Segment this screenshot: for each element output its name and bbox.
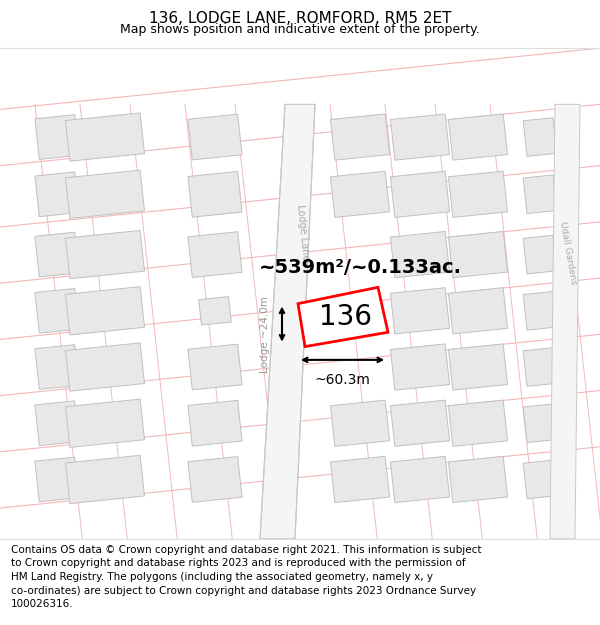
Polygon shape (65, 456, 145, 504)
Polygon shape (188, 232, 242, 278)
Text: Map shows position and indicative extent of the property.: Map shows position and indicative extent… (120, 23, 480, 36)
Text: Lodge Lane: Lodge Lane (295, 204, 311, 261)
Polygon shape (65, 113, 145, 161)
Text: Lodge ~24.0m: Lodge ~24.0m (260, 296, 270, 372)
Text: ~60.3m: ~60.3m (314, 373, 370, 387)
Polygon shape (448, 114, 508, 160)
Polygon shape (448, 231, 508, 278)
Polygon shape (199, 297, 232, 325)
Polygon shape (523, 235, 557, 274)
Polygon shape (448, 288, 508, 334)
Polygon shape (523, 404, 557, 442)
Polygon shape (391, 344, 449, 390)
Polygon shape (391, 456, 449, 503)
Polygon shape (65, 343, 145, 391)
Polygon shape (391, 400, 449, 446)
Polygon shape (65, 231, 145, 279)
Polygon shape (331, 400, 389, 446)
Polygon shape (448, 344, 508, 390)
Polygon shape (331, 456, 389, 503)
Polygon shape (65, 287, 145, 335)
Polygon shape (65, 399, 145, 448)
Polygon shape (260, 104, 315, 539)
Polygon shape (391, 288, 449, 334)
Polygon shape (188, 401, 242, 446)
Polygon shape (188, 171, 242, 217)
Polygon shape (448, 456, 508, 503)
Polygon shape (523, 348, 557, 386)
Polygon shape (188, 344, 242, 390)
Polygon shape (391, 171, 449, 217)
Polygon shape (448, 400, 508, 446)
Polygon shape (550, 104, 580, 539)
Text: Contains OS data © Crown copyright and database right 2021. This information is : Contains OS data © Crown copyright and d… (11, 545, 481, 609)
Polygon shape (188, 457, 242, 503)
Polygon shape (331, 171, 389, 217)
Polygon shape (448, 171, 508, 217)
Polygon shape (523, 175, 557, 214)
Polygon shape (523, 291, 557, 330)
Text: 136: 136 (319, 303, 371, 331)
Polygon shape (298, 288, 388, 347)
Polygon shape (35, 401, 79, 446)
Text: ~539m²/~0.133ac.: ~539m²/~0.133ac. (259, 258, 461, 278)
Text: Udall Gardens: Udall Gardens (558, 221, 578, 285)
Polygon shape (35, 289, 79, 333)
Polygon shape (35, 115, 79, 159)
Polygon shape (391, 114, 449, 160)
Polygon shape (35, 172, 79, 217)
Polygon shape (391, 231, 449, 278)
Polygon shape (35, 232, 79, 277)
Polygon shape (65, 170, 145, 218)
Polygon shape (188, 114, 242, 160)
Polygon shape (523, 118, 557, 156)
Polygon shape (35, 457, 79, 502)
Text: 136, LODGE LANE, ROMFORD, RM5 2ET: 136, LODGE LANE, ROMFORD, RM5 2ET (149, 11, 451, 26)
Polygon shape (35, 344, 79, 389)
Polygon shape (523, 460, 557, 499)
Polygon shape (331, 114, 389, 160)
